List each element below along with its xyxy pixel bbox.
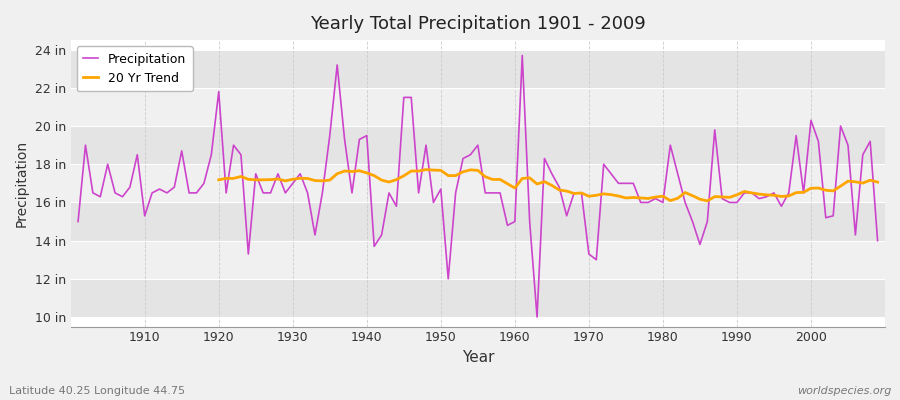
Line: 20 Yr Trend: 20 Yr Trend bbox=[219, 170, 878, 201]
Precipitation bbox=[872, 238, 883, 243]
20 Yr Trend bbox=[702, 198, 713, 203]
20 Yr Trend bbox=[680, 190, 690, 195]
Bar bbox=[71, 202, 885, 241]
Precipitation bbox=[132, 152, 143, 157]
Precipitation bbox=[613, 181, 624, 186]
Bar bbox=[71, 279, 885, 317]
20 Yr Trend bbox=[420, 167, 431, 172]
20 Yr Trend bbox=[413, 169, 424, 174]
Precipitation bbox=[502, 223, 513, 228]
Precipitation bbox=[339, 137, 350, 142]
Precipitation bbox=[295, 171, 306, 176]
Bar bbox=[71, 88, 885, 126]
Line: Precipitation: Precipitation bbox=[78, 55, 878, 317]
20 Yr Trend bbox=[302, 176, 313, 181]
Title: Yearly Total Precipitation 1901 - 2009: Yearly Total Precipitation 1901 - 2009 bbox=[310, 15, 645, 33]
Text: Latitude 40.25 Longitude 44.75: Latitude 40.25 Longitude 44.75 bbox=[9, 386, 185, 396]
20 Yr Trend bbox=[872, 180, 883, 184]
20 Yr Trend bbox=[213, 178, 224, 182]
Legend: Precipitation, 20 Yr Trend: Precipitation, 20 Yr Trend bbox=[76, 46, 193, 91]
Y-axis label: Precipitation: Precipitation bbox=[15, 140, 29, 227]
Bar bbox=[71, 164, 885, 202]
Precipitation bbox=[532, 315, 543, 320]
Bar bbox=[71, 126, 885, 164]
20 Yr Trend bbox=[858, 181, 868, 186]
Text: worldspecies.org: worldspecies.org bbox=[796, 386, 891, 396]
Precipitation bbox=[509, 219, 520, 224]
Precipitation bbox=[73, 219, 84, 224]
X-axis label: Year: Year bbox=[462, 350, 494, 365]
Precipitation bbox=[517, 53, 527, 58]
Bar bbox=[71, 241, 885, 279]
Bar bbox=[71, 50, 885, 88]
20 Yr Trend bbox=[791, 190, 802, 195]
20 Yr Trend bbox=[776, 194, 787, 199]
